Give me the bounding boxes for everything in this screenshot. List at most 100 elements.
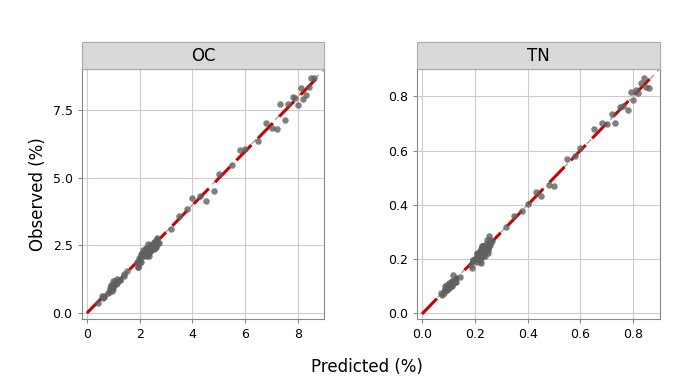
- Point: [105, 282, 116, 288]
- Point: [477, 249, 488, 255]
- Point: [636, 79, 647, 86]
- Point: [292, 102, 303, 108]
- Point: [442, 283, 453, 289]
- Text: TN: TN: [527, 47, 549, 65]
- Point: [105, 286, 116, 292]
- Point: [141, 248, 152, 254]
- Point: [482, 241, 493, 247]
- Point: [477, 249, 488, 255]
- Point: [466, 265, 477, 271]
- Point: [535, 193, 546, 199]
- Point: [150, 238, 161, 244]
- Point: [104, 289, 115, 295]
- Point: [133, 260, 143, 266]
- Point: [468, 258, 479, 264]
- Point: [625, 89, 636, 95]
- Point: [607, 111, 617, 117]
- Point: [435, 290, 446, 296]
- Point: [119, 273, 130, 279]
- Point: [570, 153, 581, 159]
- Point: [121, 268, 132, 274]
- Point: [119, 270, 130, 276]
- Point: [261, 120, 272, 126]
- Point: [147, 245, 158, 252]
- Point: [482, 245, 493, 251]
- Point: [141, 252, 152, 258]
- Point: [443, 285, 454, 291]
- Point: [475, 249, 486, 255]
- Point: [474, 256, 485, 262]
- Point: [195, 193, 206, 199]
- Point: [141, 246, 152, 252]
- Point: [295, 85, 306, 91]
- Point: [290, 95, 301, 101]
- Point: [235, 147, 245, 153]
- Point: [470, 255, 481, 261]
- Point: [108, 278, 119, 284]
- Point: [182, 205, 192, 212]
- Point: [112, 280, 122, 286]
- Point: [133, 263, 143, 270]
- Point: [150, 244, 161, 250]
- Point: [509, 213, 520, 219]
- Point: [479, 247, 490, 253]
- Point: [562, 156, 573, 162]
- Point: [483, 247, 494, 253]
- Point: [439, 286, 450, 292]
- Point: [214, 170, 224, 177]
- Point: [449, 278, 460, 285]
- Point: [146, 242, 157, 248]
- Point: [208, 187, 219, 194]
- Point: [97, 293, 107, 299]
- Point: [543, 182, 554, 188]
- Point: [479, 246, 490, 252]
- Point: [136, 259, 147, 265]
- Y-axis label: Observed (%): Observed (%): [29, 137, 47, 251]
- Point: [451, 279, 462, 285]
- Point: [477, 246, 488, 252]
- Point: [615, 104, 626, 111]
- Text: Predicted (%): Predicted (%): [311, 358, 423, 376]
- Point: [485, 240, 496, 246]
- Point: [288, 94, 299, 100]
- Point: [92, 300, 103, 306]
- Point: [473, 256, 483, 262]
- Point: [109, 281, 120, 288]
- Point: [98, 294, 109, 300]
- Point: [475, 258, 486, 264]
- Point: [139, 252, 150, 258]
- Point: [150, 239, 160, 245]
- Point: [484, 243, 495, 249]
- Point: [301, 92, 311, 98]
- Point: [98, 295, 109, 301]
- Point: [447, 278, 458, 284]
- Point: [174, 213, 185, 219]
- Point: [151, 236, 162, 242]
- Point: [485, 237, 496, 243]
- Point: [446, 278, 457, 284]
- Point: [471, 250, 482, 256]
- Point: [109, 282, 120, 288]
- Point: [109, 278, 120, 284]
- Point: [451, 275, 462, 281]
- Point: [481, 247, 492, 253]
- Point: [141, 252, 152, 258]
- Point: [138, 251, 149, 257]
- Point: [279, 117, 290, 123]
- Point: [549, 183, 560, 189]
- Point: [445, 279, 456, 285]
- Point: [622, 108, 633, 114]
- Point: [480, 250, 491, 256]
- Point: [517, 208, 528, 214]
- Point: [138, 253, 149, 259]
- Point: [154, 240, 165, 246]
- Point: [150, 245, 160, 251]
- Point: [136, 253, 147, 259]
- Point: [474, 251, 485, 257]
- Point: [141, 249, 152, 255]
- Point: [479, 253, 490, 259]
- Point: [133, 255, 144, 261]
- Point: [140, 249, 151, 255]
- Point: [639, 75, 649, 81]
- Point: [468, 257, 479, 263]
